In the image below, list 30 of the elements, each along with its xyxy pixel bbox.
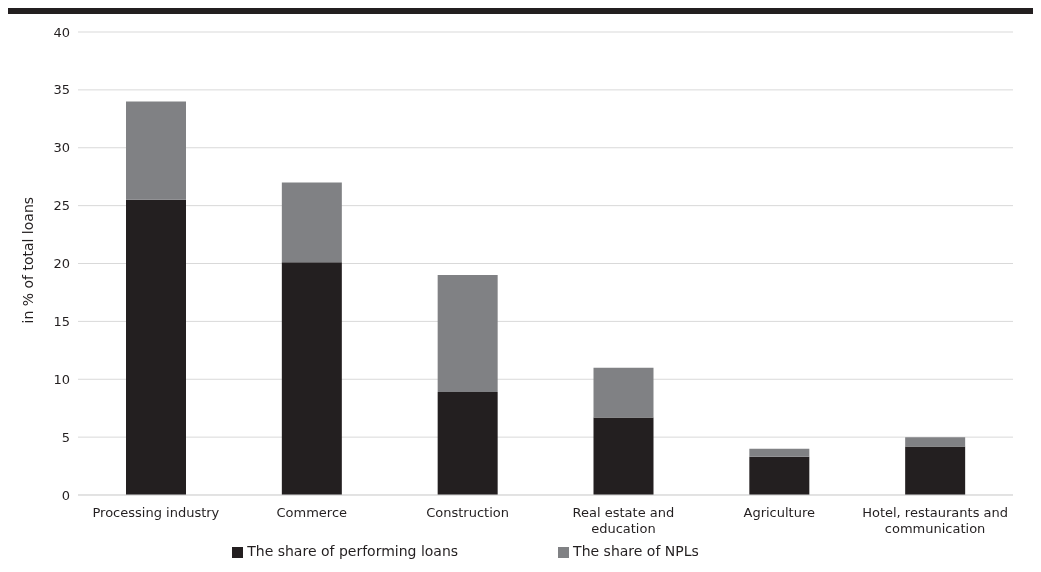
y-tick-label: 20 [53, 256, 70, 272]
bar [437, 391, 498, 495]
y-tick-label: 0 [61, 487, 70, 503]
y-tick-label: 40 [53, 24, 70, 40]
y-tick-label: 15 [53, 313, 70, 329]
bar [126, 199, 186, 495]
bar [437, 275, 498, 392]
x-tick-label: Real estate and education [572, 505, 675, 536]
bar [281, 262, 342, 495]
bar [126, 101, 186, 200]
y-tick-label: 30 [53, 140, 70, 156]
y-tick-label: 25 [53, 198, 70, 214]
y-axis-title: in % of total loans [19, 196, 36, 324]
bar [905, 437, 966, 447]
legend-label: The share of performing loans [247, 543, 459, 559]
x-tick-label: Processing industry [92, 505, 220, 520]
bar [749, 456, 810, 495]
bar [905, 446, 966, 495]
y-tick-label: 10 [53, 371, 70, 387]
bar [593, 367, 654, 418]
y-tick-label: 35 [53, 82, 70, 98]
bar [593, 417, 654, 495]
bar [281, 182, 342, 263]
x-tick-label: Commerce [276, 505, 348, 520]
bar [749, 448, 810, 457]
y-tick-label: 5 [61, 429, 70, 445]
x-tick-label: Agriculture [743, 505, 815, 520]
legend-label: The share of NPLs [573, 543, 699, 559]
x-tick-label: Construction [426, 505, 509, 520]
x-tick-label: Hotel, restaurants and communication [862, 505, 1009, 536]
